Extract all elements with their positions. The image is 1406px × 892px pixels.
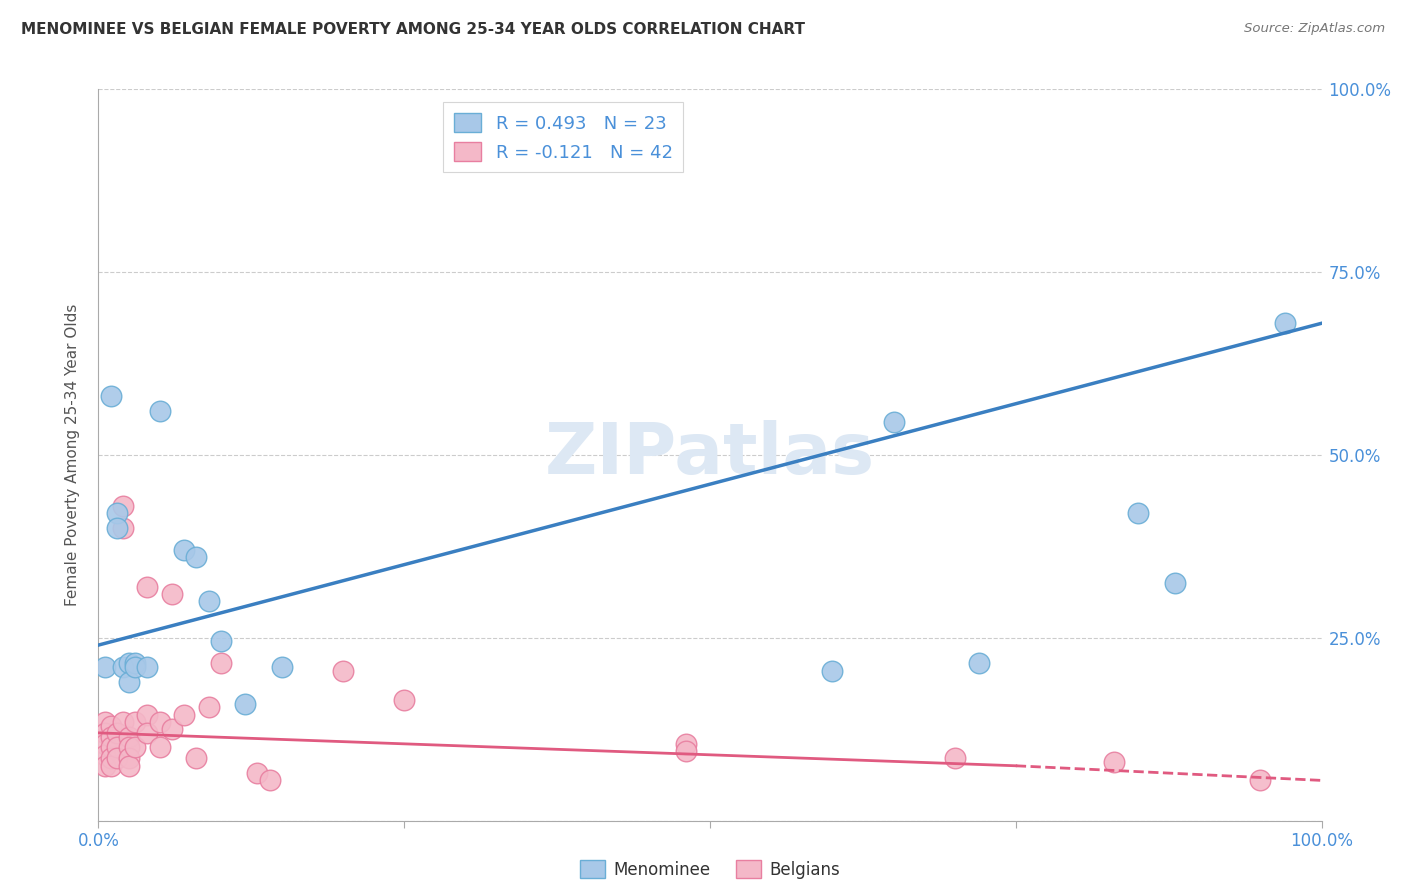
- Point: [883, 415, 905, 429]
- Point: [392, 693, 416, 707]
- Point: [118, 740, 141, 755]
- Point: [118, 657, 141, 671]
- Point: [136, 660, 159, 674]
- Point: [111, 714, 134, 729]
- Point: [675, 737, 697, 751]
- Point: [1249, 773, 1271, 788]
- Point: [1102, 755, 1125, 769]
- Point: [118, 751, 141, 765]
- Point: [93, 758, 115, 772]
- Point: [197, 700, 219, 714]
- Point: [675, 744, 697, 758]
- Point: [118, 730, 141, 744]
- Point: [209, 657, 232, 671]
- Point: [160, 723, 183, 737]
- Point: [105, 751, 128, 765]
- Point: [149, 404, 172, 418]
- Point: [173, 707, 195, 722]
- Point: [100, 758, 122, 772]
- Point: [259, 773, 281, 788]
- Y-axis label: Female Poverty Among 25-34 Year Olds: Female Poverty Among 25-34 Year Olds: [65, 304, 80, 606]
- Point: [209, 634, 232, 648]
- Point: [124, 740, 146, 755]
- Point: [118, 758, 141, 772]
- Point: [111, 660, 134, 674]
- Point: [270, 660, 294, 674]
- Point: [93, 714, 115, 729]
- Point: [93, 660, 115, 674]
- Point: [100, 740, 122, 755]
- Point: [186, 751, 208, 765]
- Point: [124, 657, 146, 671]
- Point: [100, 718, 122, 732]
- Point: [1164, 576, 1187, 591]
- Point: [100, 389, 122, 403]
- Point: [186, 550, 208, 565]
- Legend: Menominee, Belgians: Menominee, Belgians: [574, 854, 846, 886]
- Point: [93, 737, 115, 751]
- Point: [173, 543, 195, 558]
- Point: [1128, 507, 1150, 521]
- Text: ZIPatlas: ZIPatlas: [546, 420, 875, 490]
- Point: [93, 747, 115, 762]
- Point: [149, 714, 172, 729]
- Point: [100, 751, 122, 765]
- Point: [93, 726, 115, 740]
- Text: MENOMINEE VS BELGIAN FEMALE POVERTY AMONG 25-34 YEAR OLDS CORRELATION CHART: MENOMINEE VS BELGIAN FEMALE POVERTY AMON…: [21, 22, 806, 37]
- Point: [105, 521, 128, 535]
- Point: [136, 726, 159, 740]
- Point: [105, 726, 128, 740]
- Point: [160, 587, 183, 601]
- Point: [124, 714, 146, 729]
- Point: [100, 730, 122, 744]
- Text: Source: ZipAtlas.com: Source: ZipAtlas.com: [1244, 22, 1385, 36]
- Point: [124, 660, 146, 674]
- Point: [111, 499, 134, 513]
- Point: [332, 664, 354, 678]
- Point: [943, 751, 966, 765]
- Point: [233, 697, 256, 711]
- Point: [111, 521, 134, 535]
- Point: [136, 580, 159, 594]
- Point: [118, 674, 141, 689]
- Point: [1274, 316, 1296, 330]
- Point: [821, 664, 844, 678]
- Point: [105, 507, 128, 521]
- Point: [967, 657, 990, 671]
- Point: [246, 766, 269, 780]
- Point: [105, 740, 128, 755]
- Point: [197, 594, 219, 608]
- Point: [136, 707, 159, 722]
- Point: [149, 740, 172, 755]
